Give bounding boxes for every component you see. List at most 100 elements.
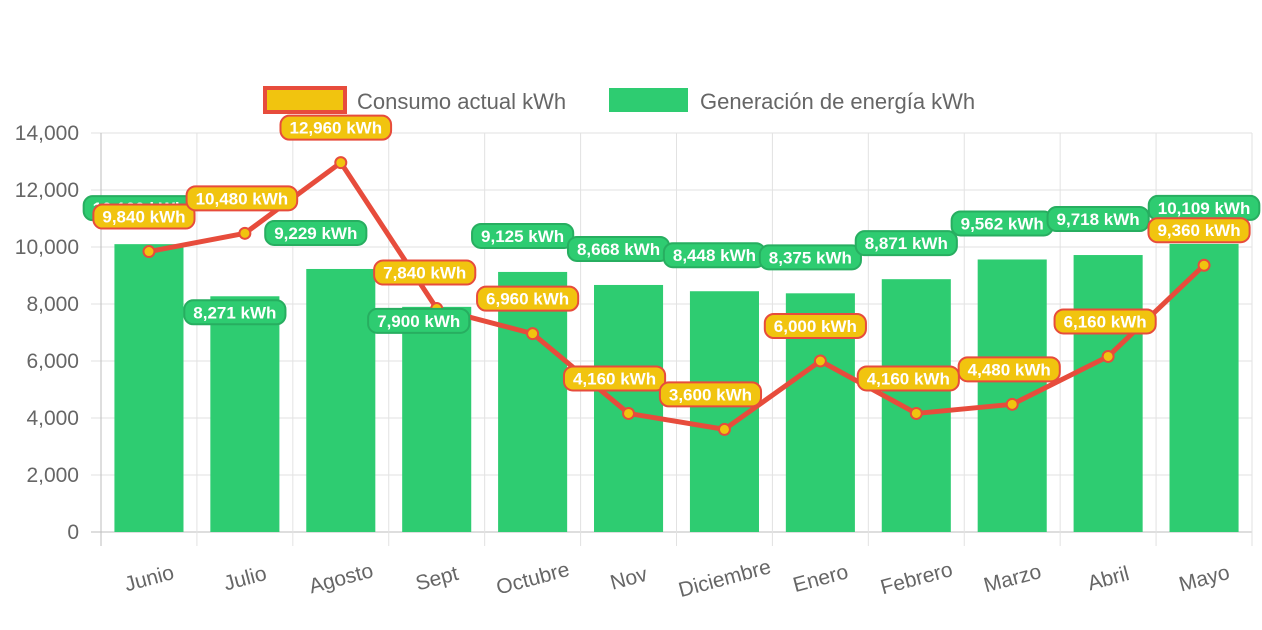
line-point [1005,397,1019,411]
y-tick-label: 12,000 [15,179,79,202]
line-data-label: 10,480 kWh [185,185,299,212]
bar-data-label: 8,871 kWh [854,230,958,257]
bar-data-label-box [367,307,471,334]
bar-data-label-text: 9,125 kWh [481,227,564,246]
legend-label-generacion: Generación de energía kWh [700,89,975,114]
x-tick-label: Enero [791,560,851,597]
bar-data-label-box [854,230,958,257]
bar-data-label: 8,668 kWh [566,235,671,262]
line-path [148,160,1206,432]
y-tick-label: 0 [67,521,79,544]
legend-label-consumo: Consumo actual kWh [357,89,566,114]
bar-data-label-text: 9,562 kWh [961,214,1044,233]
x-tick-label: Abril [1085,562,1132,595]
bar [498,271,568,532]
line-data-label-box [1147,217,1251,244]
bar-data-label: 9,125 kWh [471,222,575,249]
bar-data-label-text: 8,668 kWh [577,240,660,259]
line-data-label: 6,160 kWh [1053,308,1157,335]
line-data-label: 4,160 kWh [856,365,960,392]
bar-data-label-box [471,222,575,249]
line-point [813,354,827,368]
line-data-label-text: 7,840 kWh [383,264,466,283]
line-data-label-text: 6,960 kWh [486,290,569,309]
line-data-label-box [185,185,299,212]
bar [306,268,376,532]
line-point [142,245,156,259]
x-tick-label: Marzo [981,560,1043,597]
y-axis: 0 2,000 4,000 6,000 8,000 10,000 12,000 14,000 [15,122,79,544]
bar [1073,255,1143,533]
y-tick-label: 10,000 [15,236,79,259]
bar-data-label-box [758,244,862,271]
bar [402,306,472,532]
line-point [909,406,923,420]
line-data-label-text: 4,160 kWh [573,369,656,388]
bar [881,279,951,532]
bar-data-label: 8,271 kWh [183,299,287,326]
line-point [1101,349,1115,363]
bar-series [114,243,1239,533]
line-data-label-text: 4,480 kWh [968,360,1051,379]
legend: Consumo actual kWh Generación de energía… [263,86,975,114]
bar-data-label-box [1046,206,1150,233]
bar-data-label: 9,718 kWh [1046,206,1150,233]
bar-data-label-text: 9,229 kWh [274,224,357,243]
x-tick-label: Nov [608,563,651,595]
line-data-label: 9,840 kWh [92,203,196,230]
x-tick-label: Agosto [307,559,376,598]
line-data-label-text: 9,840 kWh [102,208,185,227]
line-series [142,156,1211,436]
y-tick-label: 6,000 [26,350,79,373]
y-tick-label: 8,000 [26,293,79,316]
line-data-label: 12,960 kWh [279,114,393,141]
bar-data-label-text: 8,375 kWh [769,248,852,267]
line-data-labels: 9,840 kWh 10,480 kWh 12,960 kWh 7,840 kWh 6,… [92,114,1251,408]
x-tick-label: Octubre [494,558,572,600]
line-point [1197,258,1211,272]
line-data-label-box [957,356,1061,383]
bar-data-label: 8,448 kWh [662,242,767,269]
y-tick-label: 14,000 [15,122,79,145]
line-data-label: 4,160 kWh [562,365,667,392]
line-point [622,406,636,420]
line-data-label-text: 9,360 kWh [1157,221,1240,240]
bar-data-label: 9,562 kWh [950,210,1054,237]
line-data-label-text: 6,160 kWh [1064,312,1147,331]
line-data-label-text: 12,960 kWh [289,119,382,138]
line-data-label: 6,960 kWh [476,285,580,312]
x-tick-label: Sept [413,562,461,595]
y-tick-label: 2,000 [26,464,79,487]
bar-data-label-text: 9,718 kWh [1057,210,1140,229]
x-axis: Junio Julio Agosto Sept Octubre Nov Diciembre E… [122,555,1232,602]
bar [210,296,280,532]
line-data-label: 3,600 kWh [658,381,763,408]
x-tick-label: Mayo [1177,561,1233,597]
line-data-label-box [856,365,960,392]
bar [114,244,184,532]
line-data-label: 7,840 kWh [373,259,477,286]
x-tick-label: Junio [122,561,176,596]
legend-swatch-generacion [609,88,688,112]
bar-data-label: 9,229 kWh [264,219,368,246]
line-data-label: 6,000 kWh [763,313,867,339]
line-point [526,327,540,341]
line-data-label: 4,480 kWh [957,356,1061,383]
line-data-label-box [373,259,477,286]
line-data-label-box [562,365,667,392]
line-data-label-text: 3,600 kWh [669,385,752,404]
bar [1169,243,1239,532]
bar-data-label: 7,900 kWh [367,307,471,334]
bar-data-label-box [183,299,287,326]
x-tick-label: Diciembre [676,555,773,602]
legend-swatch-consumo [263,86,347,114]
line-data-label-box [476,285,580,312]
x-tick-label: Febrero [878,558,955,599]
bar-data-label-box [264,219,368,246]
line-data-label-box [763,313,867,339]
line-data-label-box [92,203,196,230]
line-data-label-box [1053,308,1157,335]
bar [977,259,1047,532]
